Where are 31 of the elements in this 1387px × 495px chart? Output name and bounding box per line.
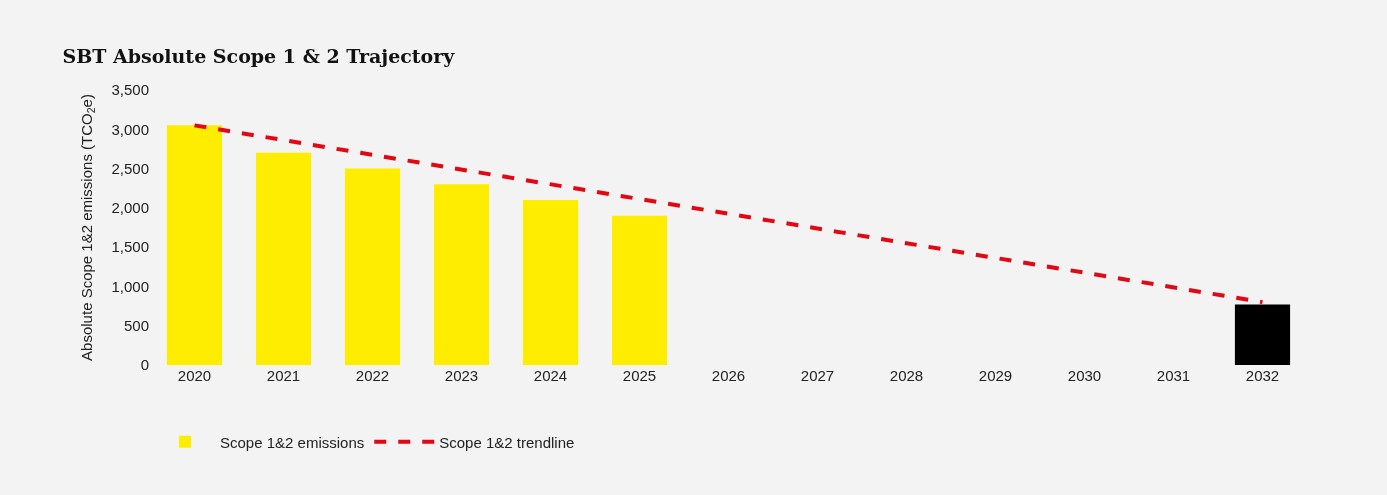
y-tick-label: 500: [123, 316, 149, 334]
legend-label: Scope 1&2 trendline: [439, 433, 575, 451]
y-tick-label: 3,000: [111, 120, 149, 138]
x-tick-label: 2030: [1067, 367, 1102, 384]
bar: [1234, 304, 1291, 365]
x-tick-label: 2027: [800, 367, 835, 384]
x-tick-label: 2025: [622, 367, 657, 384]
x-tick-label: 2022: [355, 367, 390, 384]
bar: [611, 215, 668, 365]
legend-label: Scope 1&2 emissions: [220, 433, 365, 451]
x-tick-label: 2029: [978, 367, 1013, 384]
y-tick-label: 2,000: [111, 199, 149, 217]
bar: [522, 200, 579, 365]
bar: [433, 184, 490, 365]
x-tick-label: 2028: [889, 367, 924, 384]
bar: [166, 125, 223, 365]
chart-title: SBT Absolute Scope 1 & 2 Trajectory: [62, 44, 456, 67]
y-tick-label: 2,500: [111, 159, 149, 177]
x-tick-label: 2024: [533, 367, 568, 384]
y-tick-label: 3,500: [111, 81, 149, 99]
y-tick-label: 1,000: [111, 277, 149, 295]
bar: [344, 168, 401, 365]
x-tick-label: 2032: [1245, 367, 1280, 384]
x-tick-label: 2026: [711, 367, 746, 384]
y-tick-label: 0: [140, 356, 149, 374]
x-tick-label: 2021: [266, 367, 301, 384]
bar: [255, 152, 312, 365]
x-tick-label: 2023: [444, 367, 479, 384]
y-tick-label: 1,500: [111, 238, 149, 256]
x-tick-label: 2020: [177, 367, 212, 384]
x-tick-label: 2031: [1156, 367, 1191, 384]
